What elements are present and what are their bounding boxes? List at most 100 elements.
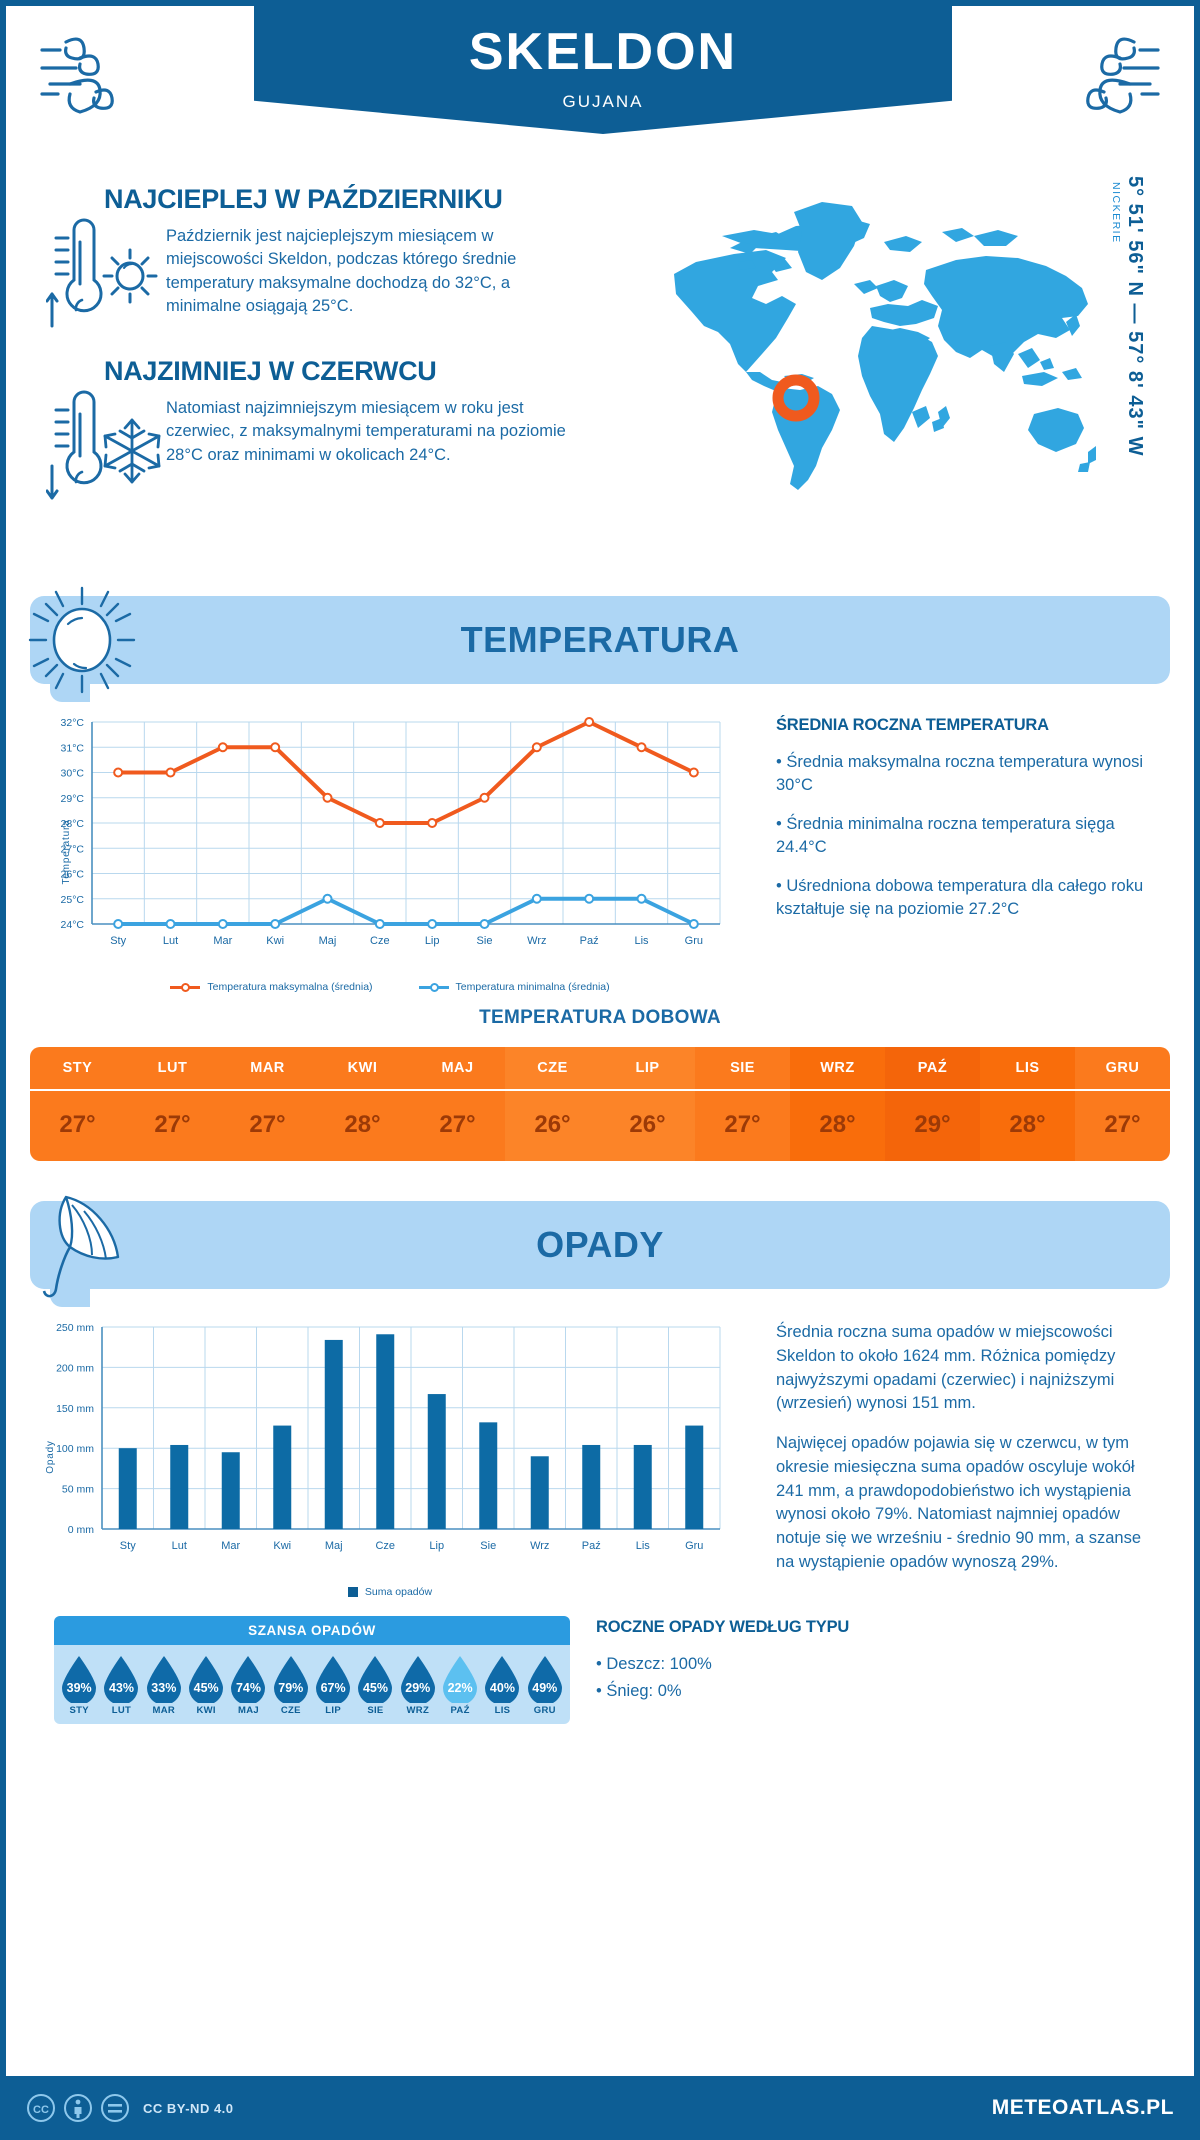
svg-text:Lis: Lis — [634, 935, 649, 947]
legend-line-icon — [170, 982, 201, 992]
svg-text:Paź: Paź — [582, 1540, 601, 1552]
rain-chance-value: 43% — [108, 1681, 134, 1695]
svg-text:Lut: Lut — [163, 935, 178, 947]
table-header-cell: LIP — [600, 1047, 695, 1089]
svg-text:Lip: Lip — [425, 935, 440, 947]
rain-chance-row: SZANSA OPADÓW 39% STY 43% LUT 33% MAR 45% KWI 74… — [6, 1598, 1194, 1724]
water-drop-icon: 39% — [60, 1655, 98, 1703]
table-cell-temperature: 28° — [980, 1089, 1075, 1161]
rain-chance-item: 22% PAŹ — [440, 1655, 480, 1716]
precipitation-side-text: Średnia roczna suma opadów w miejscowośc… — [750, 1315, 1150, 1598]
svg-text:50 mm: 50 mm — [62, 1484, 94, 1496]
water-drop-icon: 74% — [229, 1655, 267, 1703]
svg-text:0 mm: 0 mm — [68, 1524, 95, 1536]
avg-temp-bullet: • Uśredniona dobowa temperatura dla całe… — [776, 877, 1144, 919]
table-header-cell: WRZ — [790, 1047, 885, 1089]
rain-chance-value: 40% — [489, 1681, 515, 1695]
svg-text:100 mm: 100 mm — [56, 1443, 94, 1455]
svg-text:Sty: Sty — [120, 1540, 136, 1552]
rain-chance-month: LUT — [111, 1705, 132, 1716]
svg-text:Paź: Paź — [580, 935, 599, 947]
svg-text:Gru: Gru — [685, 1540, 703, 1552]
brand-label: METEOATLAS.PL — [991, 2096, 1174, 2119]
rain-chance-item: 29% WRZ — [398, 1655, 438, 1716]
svg-text:Wrz: Wrz — [530, 1540, 549, 1552]
rain-chance-value: 49% — [532, 1681, 558, 1695]
temperature-chart: Temperatura 24°C 25°C 26°C 27°C 28°C 29°C 30°C… — [30, 710, 750, 993]
table-cell-temperature: 27° — [1075, 1089, 1170, 1161]
table-header-cell: LUT — [125, 1047, 220, 1089]
svg-text:Kwi: Kwi — [266, 935, 284, 947]
svg-text:Gru: Gru — [685, 935, 703, 947]
rain-chance-month: LIS — [494, 1705, 511, 1716]
coordinates-label: 5° 51' 56" N — 57° 8' 43" W — [1124, 176, 1146, 457]
rain-chance-item: 45% SIE — [355, 1655, 395, 1716]
rain-chance-value: 45% — [362, 1681, 388, 1695]
svg-text:29°C: 29°C — [61, 793, 85, 805]
rain-chance-value: 22% — [447, 1681, 473, 1695]
table-header-cell: LIS — [980, 1047, 1075, 1089]
svg-text:250 mm: 250 mm — [56, 1322, 94, 1334]
table-header-cell: MAR — [220, 1047, 315, 1089]
legend-max-temp-label: Temperatura maksymalna (średnia) — [207, 981, 373, 993]
rain-chance-month: MAR — [152, 1705, 176, 1716]
location-marker-icon — [772, 374, 820, 422]
rain-chance-value: 79% — [278, 1681, 304, 1695]
rain-chance-title: SZANSA OPADÓW — [54, 1616, 570, 1645]
rain-chance-item: 39% STY — [59, 1655, 99, 1716]
svg-text:Maj: Maj — [325, 1540, 343, 1552]
table-cell-temperature: 29° — [885, 1089, 980, 1161]
svg-text:Cze: Cze — [375, 1540, 395, 1552]
svg-text:32°C: 32°C — [61, 717, 85, 729]
avg-temp-bullet: • Średnia maksymalna roczna temperatura … — [776, 753, 1144, 795]
svg-text:Lut: Lut — [172, 1540, 187, 1552]
daily-temp-title: TEMPERATURA DOBOWA — [479, 1007, 721, 1028]
water-drop-icon: 43% — [102, 1655, 140, 1703]
legend-square-icon — [347, 1587, 358, 1597]
water-drop-icon: 33% — [145, 1655, 183, 1703]
precipitation-chart: Opady 0 mm 50 mm 100 mm 150 mm 200 mm 250 mm S… — [30, 1315, 750, 1598]
water-drop-icon: 67% — [314, 1655, 352, 1703]
rain-chance-item: 45% KWI — [186, 1655, 226, 1716]
temperature-legend: Temperatura maksymalna (średnia) Tempera… — [30, 981, 750, 993]
svg-text:24°C: 24°C — [61, 919, 85, 931]
rain-chance-item: 74% MAJ — [228, 1655, 268, 1716]
precipitation-paragraph: Najwięcej opadów pojawia się w czerwcu, … — [776, 1434, 1141, 1571]
summary-section: NAJCIEPLEJ W PAŹDZIERNIKU — [6, 166, 1194, 596]
cc-icon: CC — [27, 2094, 55, 2122]
table-cell-temperature: 28° — [315, 1089, 410, 1161]
table-header-row: STY LUT MAR KWI MAJ CZE LIP SIE WRZ PAŹ LIS GRU — [30, 1047, 1170, 1089]
world-map: 5° 51' 56" N — 57° 8' 43" W NICKERIE — [626, 176, 1146, 526]
rain-chance-month: CZE — [280, 1705, 301, 1716]
rain-chance-month: LIP — [325, 1705, 341, 1716]
thermometer-down-icon — [45, 390, 166, 505]
legend-max-temp: Temperatura maksymalna (średnia) — [170, 981, 373, 993]
table-cell-temperature: 26° — [600, 1089, 695, 1161]
table-header-cell: PAŹ — [885, 1047, 980, 1089]
table-cell-temperature: 27° — [125, 1089, 220, 1161]
table-cell-temperature: 27° — [410, 1089, 505, 1161]
svg-text:Lip: Lip — [429, 1540, 444, 1552]
precipitation-types: ROCZNE OPADY WEDŁUG TYPU • Deszcz: 100% … — [570, 1616, 970, 1724]
rain-chance-month: KWI — [196, 1705, 216, 1716]
rain-chance-month: GRU — [533, 1705, 556, 1716]
temperature-y-axis-label: Temperatura — [60, 819, 72, 884]
table-cell-temperature: 28° — [790, 1089, 885, 1161]
svg-text:Cze: Cze — [370, 935, 390, 947]
water-drop-icon: 45% — [356, 1655, 394, 1703]
svg-text:Kwi: Kwi — [273, 1540, 291, 1552]
table-row: 27° 27° 27° 28° 27° 26° 26° 27° 28° 29° 28° 27° — [30, 1089, 1170, 1161]
rain-chance-value: 74% — [235, 1681, 261, 1695]
water-drop-icon: 29% — [399, 1655, 437, 1703]
legend-line-icon — [418, 982, 449, 992]
table-header-cell: GRU — [1075, 1047, 1170, 1089]
rain-chance-value: 45% — [193, 1681, 219, 1695]
precipitation-section-title: OPADY — [536, 1224, 664, 1265]
svg-text:31°C: 31°C — [61, 742, 85, 754]
summary-facts: NAJCIEPLEJ W PAŹDZIERNIKU — [45, 184, 646, 528]
precipitation-y-axis-label: Opady — [45, 1439, 57, 1474]
svg-text:26°C: 26°C — [61, 869, 85, 881]
rain-chance-month: SIE — [367, 1705, 384, 1716]
precip-type-snow: • Śnieg: 0% — [596, 1682, 682, 1701]
